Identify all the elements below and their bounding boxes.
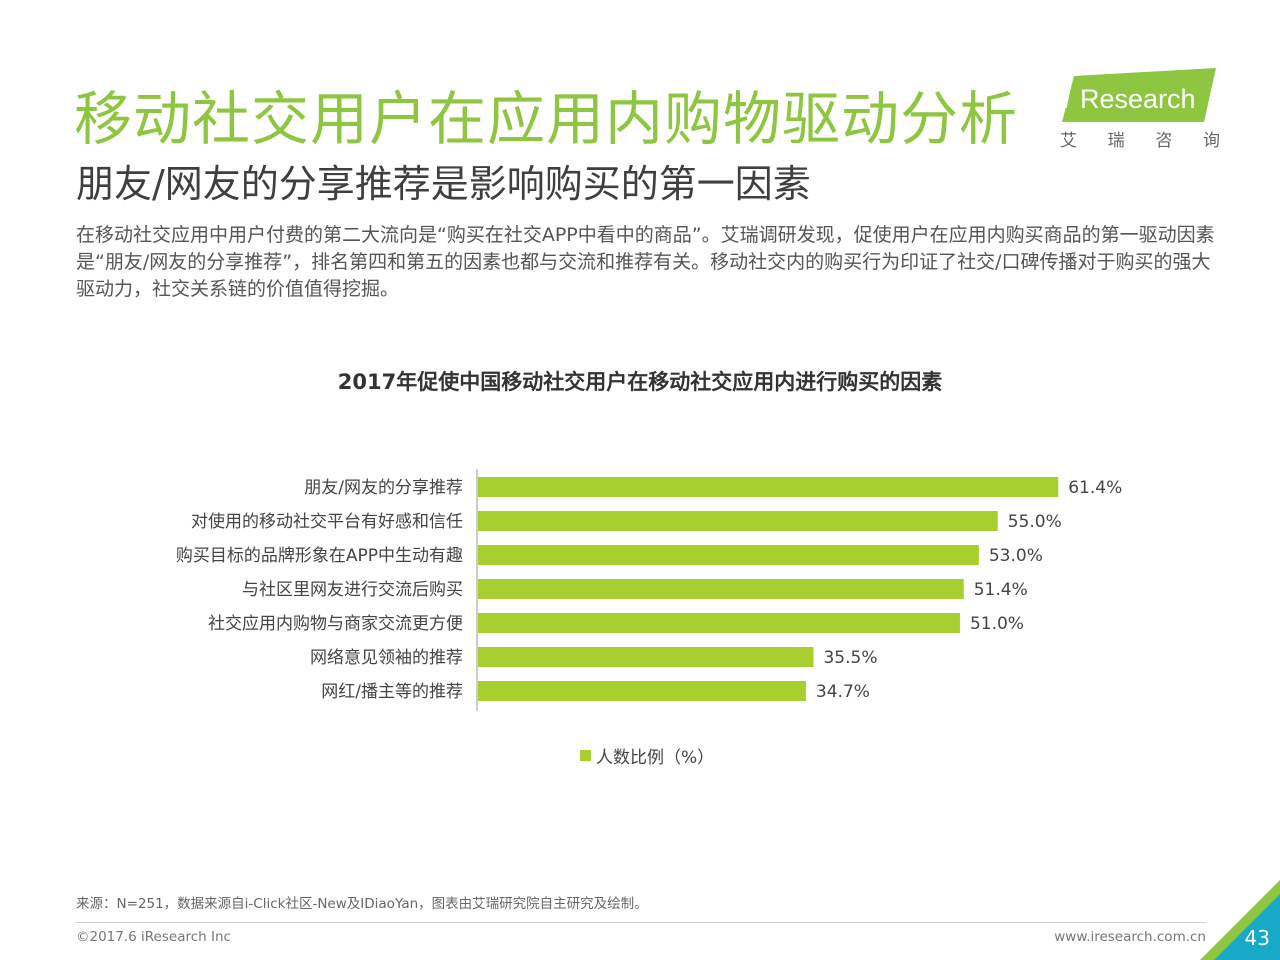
bar [478,647,814,667]
bar [478,511,998,531]
data-label: 51.0% [970,614,1024,634]
logo-cn-char: 瑞 [1107,131,1125,151]
page-number: 43 [1244,926,1270,950]
intro-paragraph: 在移动社交应用中用户付费的第二大流向是“购买在社交APP中看中的商品”。艾瑞调研… [76,224,1215,300]
logo-i-letter: i [1062,82,1071,115]
page-subtitle: 朋友/网友的分享推荐是影响购买的第一因素 [76,162,811,206]
bar-chart: 朋友/网友的分享推荐 61.4% 对使用的移动社交平台有好感和信任 55.0% 购买目标… [176,469,1122,711]
website-link[interactable]: www.iresearch.com.cn [1054,929,1206,945]
source-note: 来源：N=251，数据来源自i-Click社区-New及IDiaoYan，图表由… [76,896,648,912]
data-label: 51.4% [974,580,1028,600]
data-label: 34.7% [816,682,870,702]
iresearch-logo: i Research [1062,68,1216,122]
category-label: 对使用的移动社交平台有好感和信任 [191,511,463,532]
legend-label: 人数比例（%） [596,748,715,768]
corner-decoration [1200,880,1280,960]
data-label: 35.5% [823,648,877,668]
category-label: 购买目标的品牌形象在APP中生动有趣 [176,546,463,566]
footer-divider [76,922,1206,923]
logo-brand-text: Research [1080,84,1196,114]
bar [478,477,1059,497]
data-label: 55.0% [1008,512,1062,532]
category-label: 朋友/网友的分享推荐 [304,478,463,498]
data-label: 61.4% [1068,478,1122,498]
bar [478,579,964,599]
bar [478,613,960,633]
chart-legend: 人数比例（%） [580,743,714,768]
category-label: 与社区里网友进行交流后购买 [242,580,463,600]
bar [478,681,806,701]
chart-title: 2017年促使中国移动社交用户在移动社交应用内进行购买的因素 [337,370,943,394]
legend-swatch [580,750,591,761]
data-label: 53.0% [989,546,1043,566]
logo-chinese-name: 艾 瑞 咨 询 [1060,126,1220,151]
logo-cn-char: 艾 [1060,131,1077,151]
page-title: 移动社交用户在应用内购物驱动分析 [74,85,1019,153]
logo-cn-char: 咨 [1155,131,1173,151]
category-label: 社交应用内购物与商家交流更方便 [208,614,463,634]
copyright-text: ©2017.6 iResearch Inc [76,929,231,945]
logo-cn-char: 询 [1202,131,1220,151]
bar [478,545,979,565]
category-label: 网络意见领袖的推荐 [310,648,463,668]
category-label: 网红/播主等的推荐 [321,682,463,702]
